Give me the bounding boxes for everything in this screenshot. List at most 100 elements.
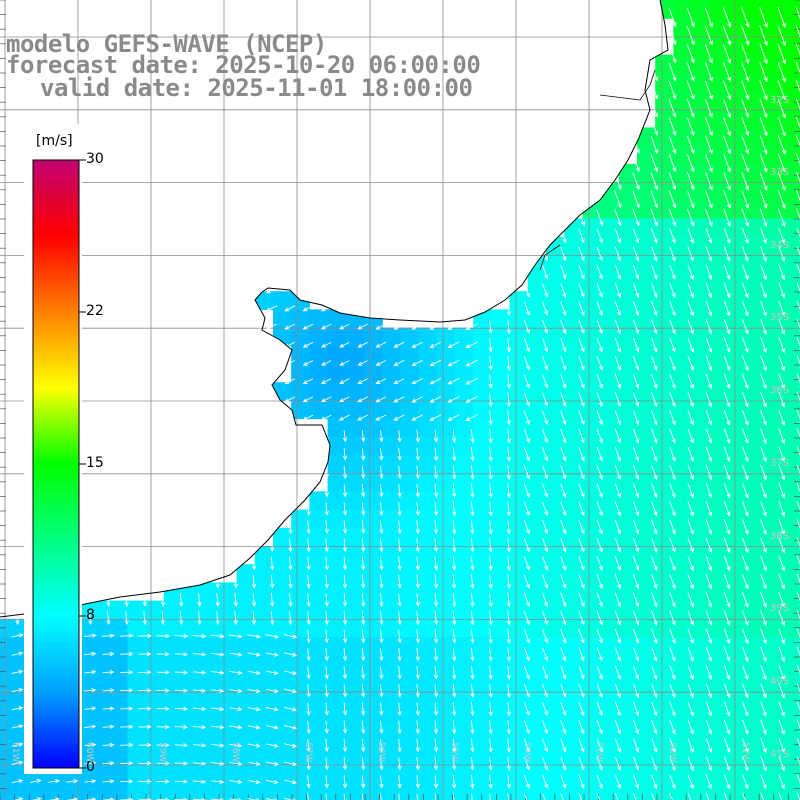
wind-arrow (342, 666, 348, 680)
field-cell (728, 36, 747, 56)
wind-arrow (651, 738, 658, 753)
field-cell (691, 582, 711, 602)
field-cell (618, 691, 638, 711)
wind-arrow (778, 428, 786, 445)
wind-arrow (687, 428, 694, 444)
wind-arrow (687, 355, 694, 371)
field-cell (673, 345, 693, 365)
field-cell (436, 637, 456, 656)
wind-arrow (288, 556, 293, 571)
wind-arrow (632, 556, 640, 571)
field-cell (728, 291, 747, 310)
field-cell (673, 218, 693, 238)
wind-arrow (560, 301, 567, 316)
wind-arrow (596, 465, 603, 480)
field-cell (236, 618, 256, 638)
wind-arrow (288, 593, 293, 607)
field-cell (509, 400, 529, 420)
field-cell (746, 127, 765, 147)
wind-arrow (632, 392, 640, 408)
wind-arrow (283, 743, 298, 748)
field-cell (728, 0, 747, 19)
field-cell (582, 655, 602, 674)
field-cell (728, 273, 747, 292)
field-cell (491, 309, 511, 329)
wind-arrow (506, 428, 512, 444)
wind-arrow (778, 756, 785, 772)
field-cell (782, 455, 800, 474)
field-cell (473, 618, 492, 638)
field-cell (163, 673, 183, 693)
wind-arrow (306, 738, 311, 753)
field-cell (618, 527, 638, 547)
field-cell (728, 491, 747, 511)
wind-arrow (596, 337, 603, 353)
field-cell (54, 782, 74, 800)
field-cell (36, 782, 56, 800)
field-cell (673, 91, 693, 110)
field-cell (527, 345, 547, 365)
wind-arrow (174, 743, 189, 748)
field-cell (764, 782, 784, 800)
wind-arrow (11, 669, 24, 674)
wind-arrow (452, 610, 457, 626)
wind-arrow (470, 465, 475, 480)
wind-arrow (705, 446, 713, 463)
field-cell (600, 709, 620, 729)
field-cell (400, 491, 420, 511)
field-cell (327, 400, 347, 420)
field-cell (163, 637, 183, 656)
wind-arrow (379, 502, 384, 516)
field-cell (709, 455, 729, 474)
field-cell (764, 364, 784, 383)
field-cell (728, 327, 747, 347)
field-cell (764, 309, 784, 329)
field-cell (473, 455, 492, 474)
field-cell (673, 236, 693, 256)
wind-arrow (506, 301, 512, 317)
field-cell (782, 418, 800, 438)
wind-arrow (614, 610, 622, 626)
field-cell (127, 655, 147, 674)
field-cell (691, 236, 711, 256)
field-cell (345, 764, 365, 784)
wind-arrow (560, 592, 567, 608)
field-cell (436, 418, 456, 438)
field-cell (546, 691, 565, 711)
field-cell (673, 527, 693, 547)
field-cell (491, 546, 511, 565)
wind-arrow (759, 61, 768, 83)
field-cell (746, 109, 765, 128)
wind-arrow (668, 7, 677, 28)
field-cell (327, 564, 347, 583)
field-cell (618, 200, 638, 219)
field-cell (145, 728, 165, 747)
wind-arrow (361, 520, 366, 535)
wind-arrow (411, 396, 423, 403)
wind-arrow (84, 760, 97, 766)
field-cell (400, 345, 420, 365)
wind-arrow (560, 519, 567, 535)
field-cell (364, 728, 383, 747)
field-cell (618, 273, 638, 292)
wind-arrow (506, 702, 511, 717)
field-cell (709, 600, 729, 620)
field-cell (673, 709, 693, 729)
field-cell (637, 618, 656, 638)
field-cell (145, 746, 165, 765)
field-cell (691, 163, 711, 183)
field-cell (782, 473, 800, 492)
field-cell (182, 655, 201, 674)
field-cell (673, 673, 693, 693)
wind-arrow (470, 738, 475, 753)
wind-arrow (523, 356, 530, 371)
field-cell (764, 509, 784, 529)
wind-arrow (651, 683, 658, 699)
field-cell (728, 109, 747, 128)
field-cell (728, 345, 747, 365)
field-cell (400, 618, 420, 638)
wind-arrow (760, 282, 767, 299)
wind-arrow (614, 264, 622, 280)
field-cell (709, 418, 729, 438)
wind-arrow (379, 574, 384, 589)
